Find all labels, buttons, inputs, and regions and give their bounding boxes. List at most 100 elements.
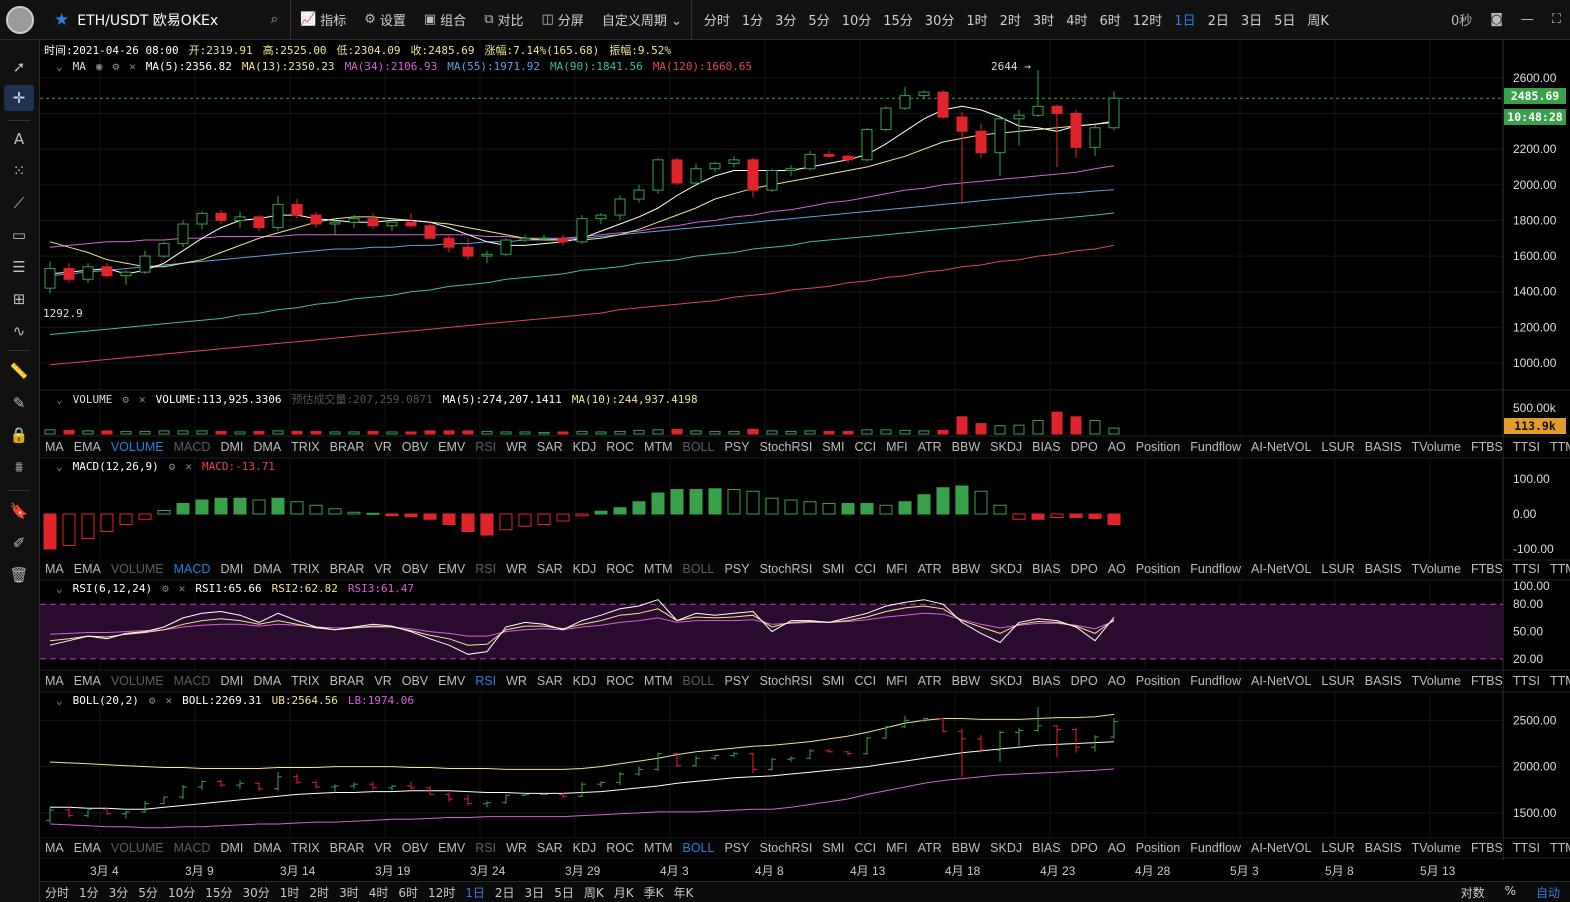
camera-icon[interactable]: ◙ [1490, 12, 1503, 27]
indicator-tab-dma[interactable]: DMA [253, 440, 282, 454]
indicator-tab-tvolume[interactable]: TVolume [1411, 562, 1461, 576]
close-icon[interactable]: ✕ [139, 392, 146, 406]
bottom-period-月K[interactable]: 月K [613, 885, 634, 900]
bottom-period-30分[interactable]: 30分 [242, 885, 270, 900]
minus-icon[interactable]: — [1520, 12, 1534, 27]
parallel-lines-icon[interactable]: ☰ [12, 258, 26, 276]
indicator-tab-ttmu[interactable]: TTMU [1549, 440, 1570, 454]
indicator-tab-emv[interactable]: EMV [438, 841, 466, 855]
indicator-tab-mfi[interactable]: MFI [886, 674, 908, 688]
indicator-tab-ttmu[interactable]: TTMU [1549, 562, 1570, 576]
close-icon[interactable]: ✕ [178, 582, 186, 595]
indicator-tab-emv[interactable]: EMV [438, 674, 466, 688]
settings-icon[interactable]: ⚙ [122, 392, 129, 406]
indicator-tab-brar[interactable]: BRAR [329, 841, 365, 855]
indicator-tab-dmi[interactable]: DMI [220, 674, 244, 688]
indicator-tab-fundflow[interactable]: Fundflow [1190, 562, 1241, 576]
indicator-tab-bias[interactable]: BIAS [1032, 674, 1061, 688]
indicator-tab-trix[interactable]: TRIX [291, 562, 320, 576]
indicator-tab-bbw[interactable]: BBW [951, 674, 981, 688]
bottom-period-3分[interactable]: 3分 [108, 885, 129, 900]
indicator-tab-ttmu[interactable]: TTMU [1549, 841, 1570, 855]
indicator-tab-macd[interactable]: MACD [173, 562, 211, 576]
collapse-icon[interactable]: ⌄ [56, 392, 63, 406]
indicator-tab-dpo[interactable]: DPO [1070, 674, 1098, 688]
indicator-tab-volume[interactable]: VOLUME [110, 562, 164, 576]
period-周K[interactable]: 周K [1307, 14, 1329, 29]
indicator-tab-vr[interactable]: VR [374, 674, 392, 688]
indicator-tab-volume[interactable]: VOLUME [110, 841, 164, 855]
indicator-tab-dpo[interactable]: DPO [1070, 562, 1098, 576]
indicator-tab-bbw[interactable]: BBW [951, 440, 981, 454]
search-icon[interactable]: ⌕ [270, 12, 278, 27]
indicator-tab-ma[interactable]: MA [45, 440, 64, 454]
bottom-period-年K[interactable]: 年K [673, 885, 694, 900]
edit-icon[interactable]: ✐ [12, 534, 26, 552]
indicator-tab-tvolume[interactable]: TVolume [1411, 841, 1461, 855]
indicator-tab-basis[interactable]: BASIS [1364, 562, 1402, 576]
indicator-tab-skdj[interactable]: SKDJ [990, 440, 1023, 454]
scale-option-对数[interactable]: 对数 [1460, 885, 1485, 900]
indicator-tab-trix[interactable]: TRIX [291, 674, 320, 688]
indicator-tab-rsi[interactable]: RSI [475, 440, 497, 454]
indicator-tab-ema[interactable]: EMA [73, 562, 101, 576]
tool-button-1[interactable]: ⚙ 设置 [355, 0, 415, 40]
rectangle-tool-icon[interactable]: ▭ [11, 226, 27, 244]
indicator-tab-boll[interactable]: BOLL [682, 440, 715, 454]
period-30分[interactable]: 30分 [924, 14, 955, 29]
indicator-tab-trix[interactable]: TRIX [291, 841, 320, 855]
favorite-star-icon[interactable]: ★ [54, 9, 70, 30]
indicator-tab-atr[interactable]: ATR [917, 440, 942, 454]
indicator-tab-atr[interactable]: ATR [917, 562, 942, 576]
indicator-tab-obv[interactable]: OBV [401, 562, 429, 576]
indicator-tab-brar[interactable]: BRAR [329, 562, 365, 576]
indicator-tab-smi[interactable]: SMI [822, 674, 845, 688]
indicator-tab-psy[interactable]: PSY [724, 440, 750, 454]
indicator-tab-ai-netvol[interactable]: AI-NetVOL [1250, 562, 1312, 576]
indicator-tab-roc[interactable]: ROC [606, 841, 635, 855]
period-5分[interactable]: 5分 [808, 14, 830, 29]
indicator-tab-dmi[interactable]: DMI [220, 562, 244, 576]
indicator-tab-brar[interactable]: BRAR [329, 440, 365, 454]
indicator-tab-lsur[interactable]: LSUR [1321, 674, 1355, 688]
indicator-tab-lsur[interactable]: LSUR [1321, 841, 1355, 855]
period-1分[interactable]: 1分 [741, 14, 764, 29]
period-15分[interactable]: 15分 [883, 14, 913, 29]
indicator-tab-psy[interactable]: PSY [724, 674, 750, 688]
indicator-tab-macd[interactable]: MACD [173, 674, 211, 688]
indicator-tab-obv[interactable]: OBV [401, 674, 429, 688]
indicator-tab-lsur[interactable]: LSUR [1321, 440, 1355, 454]
indicator-tab-vr[interactable]: VR [374, 841, 392, 855]
indicator-tab-smi[interactable]: SMI [822, 562, 845, 576]
indicator-tab-ao[interactable]: AO [1107, 674, 1126, 688]
bottom-period-15分[interactable]: 15分 [205, 885, 233, 900]
tool-button-0[interactable]: 📈 指标 [291, 0, 355, 40]
bottom-period-3日[interactable]: 3日 [524, 885, 545, 900]
indicator-tab-basis[interactable]: BASIS [1364, 674, 1402, 688]
indicator-tab-mfi[interactable]: MFI [886, 841, 908, 855]
settings-icon[interactable]: ⚙ [112, 60, 120, 73]
indicator-tab-mfi[interactable]: MFI [886, 440, 908, 454]
indicator-tab-dmi[interactable]: DMI [220, 841, 244, 855]
scale-option-%[interactable]: % [1504, 883, 1516, 898]
indicator-tab-kdj[interactable]: KDJ [572, 440, 597, 454]
indicator-tab-ttsi[interactable]: TTSI [1512, 841, 1540, 855]
bottom-period-12时[interactable]: 12时 [427, 885, 456, 900]
indicator-tab-stochrsi[interactable]: StochRSI [759, 674, 813, 688]
indicator-tab-mtm[interactable]: MTM [644, 674, 673, 688]
collapse-icon[interactable]: ⌄ [56, 60, 63, 73]
indicator-tab-ma[interactable]: MA [45, 841, 64, 855]
indicator-tab-atr[interactable]: ATR [917, 841, 942, 855]
indicator-tab-dma[interactable]: DMA [253, 674, 282, 688]
indicator-tab-sar[interactable]: SAR [536, 440, 563, 454]
bottom-period-5分[interactable]: 5分 [138, 885, 158, 900]
period-3分[interactable]: 3分 [775, 14, 797, 29]
indicator-tab-boll[interactable]: BOLL [682, 841, 715, 855]
indicator-tab-volume[interactable]: VOLUME [110, 674, 164, 688]
indicator-tab-smi[interactable]: SMI [822, 440, 845, 454]
indicator-tab-mfi[interactable]: MFI [886, 562, 908, 576]
indicator-tab-bbw[interactable]: BBW [951, 841, 981, 855]
indicator-tab-volume[interactable]: VOLUME [110, 440, 164, 454]
brush-icon[interactable]: ✎ [12, 394, 26, 412]
period-分时[interactable]: 分时 [703, 14, 730, 29]
